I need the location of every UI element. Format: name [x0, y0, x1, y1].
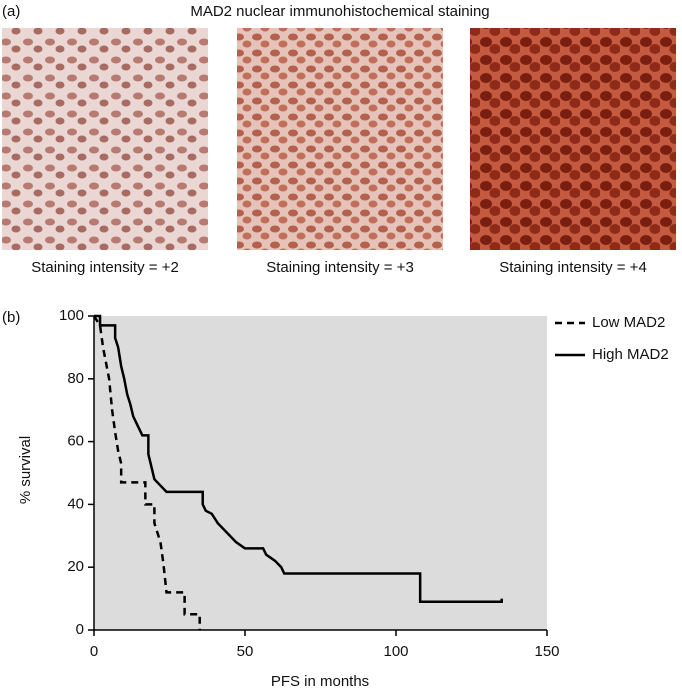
- legend-label: High MAD2: [592, 346, 669, 363]
- panel-label: (a): [2, 3, 20, 20]
- stain-image: [2, 28, 208, 250]
- x-tick-label: 100: [383, 643, 408, 660]
- stain-image: [470, 28, 676, 250]
- x-axis-label: PFS in months: [271, 673, 369, 690]
- x-tick-label: 0: [90, 643, 98, 660]
- image-caption: Staining intensity = +3: [266, 259, 414, 276]
- y-tick-label: 80: [67, 370, 84, 387]
- y-tick-label: 40: [67, 495, 84, 512]
- legend-label: Low MAD2: [592, 314, 665, 331]
- stain-image: [237, 28, 443, 250]
- y-axis-label: % survival: [17, 436, 34, 504]
- y-tick-label: 60: [67, 433, 84, 450]
- plot-area: [94, 316, 547, 630]
- survival-curve: [94, 314, 503, 603]
- x-tick-label: 50: [237, 643, 254, 660]
- panel-label: (b): [2, 309, 20, 326]
- x-tick-label: 150: [534, 643, 559, 660]
- image-caption: Staining intensity = +4: [499, 259, 647, 276]
- y-tick-label: 20: [67, 558, 84, 575]
- image-caption: Staining intensity = +2: [31, 259, 179, 276]
- y-tick-label: 0: [76, 621, 84, 638]
- survival-curve: [92, 315, 201, 630]
- y-tick-label: 100: [59, 307, 84, 324]
- panel-title: MAD2 nuclear immunohistochemical stainin…: [190, 3, 489, 20]
